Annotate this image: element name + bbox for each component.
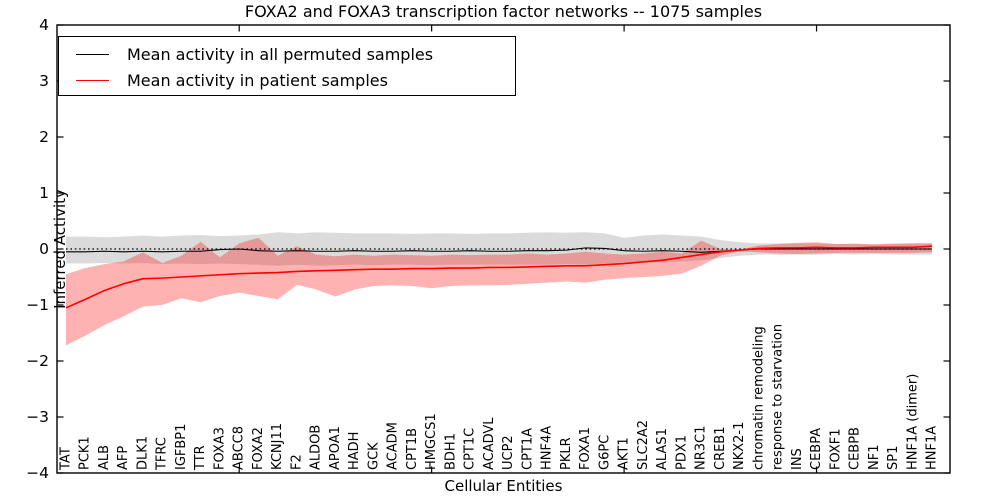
x-category-label: TFRC — [155, 437, 170, 471]
x-category-label: FOXA2 — [251, 427, 266, 470]
x-category-label: CEBPB — [848, 427, 863, 470]
x-category-label: TAT — [59, 447, 74, 471]
x-category-label: APOA1 — [328, 426, 343, 470]
x-category-label: ALDOB — [309, 425, 324, 470]
x-category-label: FOXF1 — [828, 428, 843, 470]
x-category-label: CPT1B — [405, 428, 420, 470]
x-category-label: HNF1A — [925, 426, 940, 470]
x-category-label: UCP2 — [501, 435, 516, 470]
y-tick-label: 0 — [39, 240, 49, 258]
x-category-label: FOXA1 — [578, 427, 593, 470]
y-tick-label: −2 — [26, 352, 49, 370]
x-category-label: PCK1 — [78, 436, 93, 470]
band-permuted — [66, 232, 932, 266]
x-category-label: NR3C1 — [694, 426, 709, 470]
x-category-label: chromatin remodeling — [751, 326, 766, 470]
y-tick-label: −1 — [26, 296, 49, 314]
y-tick-label: 2 — [39, 128, 49, 146]
y-axis-label: Inferred Activity — [51, 189, 69, 309]
x-category-label: ALB — [97, 445, 112, 470]
x-category-label: PKLR — [559, 437, 574, 470]
x-category-label: BDH1 — [443, 433, 458, 470]
x-category-label: HADH — [347, 432, 362, 470]
y-tick-label: 1 — [39, 184, 49, 202]
x-category-label: ACADVL — [482, 417, 497, 470]
x-category-label: SP1 — [886, 446, 901, 470]
y-tick-label: 3 — [39, 72, 49, 90]
y-tick-label: 4 — [39, 16, 49, 34]
x-category-label: IGFBP1 — [174, 424, 189, 470]
x-category-label: response to starvation — [771, 324, 786, 470]
x-category-label: GCK — [366, 442, 381, 470]
x-category-label: AKT1 — [617, 437, 632, 470]
x-category-label: ACADM — [386, 422, 401, 470]
x-category-label: ALAS1 — [655, 428, 670, 470]
line-patient-mean — [65, 245, 933, 309]
x-category-label: TTR — [193, 445, 208, 471]
x-category-label: KCNJ11 — [270, 423, 285, 470]
x-axis-label: Cellular Entities — [444, 477, 563, 495]
x-category-label: NKX2-1 — [732, 422, 747, 470]
x-category-label: G6PC — [597, 435, 612, 470]
legend-label-patient: Mean activity in patient samples — [127, 70, 388, 90]
x-category-label: AFP — [116, 446, 131, 470]
x-category-label: CREB1 — [713, 426, 728, 470]
y-tick-label: −3 — [26, 408, 49, 426]
legend-line-permuted-swatch — [76, 53, 109, 55]
line-permuted-mean — [66, 247, 932, 253]
x-category-label: INS — [790, 448, 805, 470]
x-category-label: DLK1 — [135, 436, 150, 470]
x-category-label: HNF4A — [540, 426, 555, 470]
y-tick-label: −4 — [26, 464, 49, 482]
x-category-label: F2 — [289, 454, 304, 470]
x-category-label: ABCC8 — [232, 426, 247, 470]
x-category-label: CPT1A — [520, 428, 535, 470]
legend-item-permuted: Mean activity in all permuted samples — [59, 41, 515, 67]
legend-item-patient: Mean activity in patient samples — [59, 67, 515, 93]
chart-title: FOXA2 and FOXA3 transcription factor net… — [244, 2, 763, 21]
x-category-label: HMGCS1 — [424, 413, 439, 470]
x-category-label: SLC2A2 — [636, 420, 651, 470]
legend-line-patient-swatch — [76, 79, 109, 81]
x-category-label: CPT1C — [463, 428, 478, 470]
x-category-label: HNF1A (dimer) — [905, 374, 920, 470]
x-category-label: PDX1 — [674, 435, 689, 470]
band-patient — [66, 237, 932, 346]
legend: Mean activity in all permuted samples Me… — [58, 36, 516, 96]
x-category-label: NF1 — [867, 445, 882, 470]
x-category-label: FOXA3 — [212, 427, 227, 470]
x-category-label: CEBPA — [809, 428, 824, 470]
legend-label-permuted: Mean activity in all permuted samples — [127, 44, 434, 64]
